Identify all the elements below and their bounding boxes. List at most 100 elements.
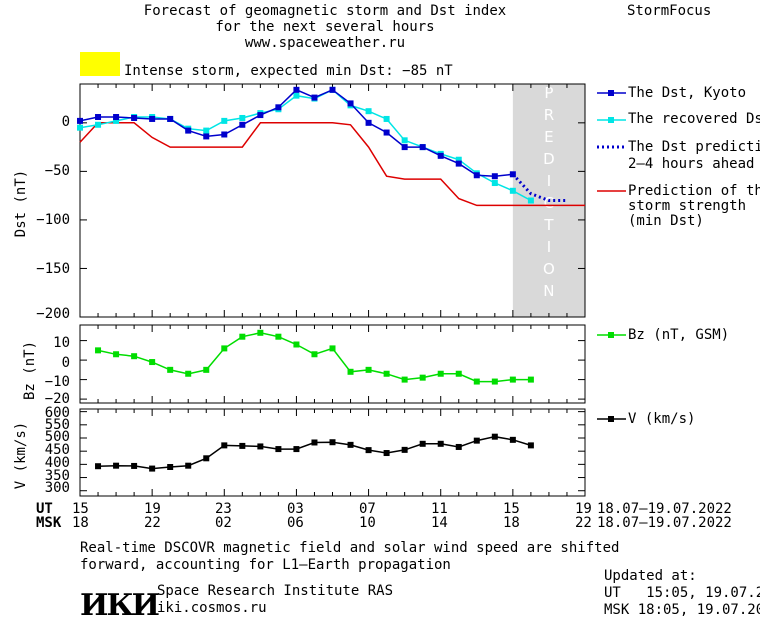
dst-kyoto-point [221,131,228,138]
speed-point [185,462,192,469]
dst-tick-label: 0 [61,114,70,130]
msk-tick-label: 10 [359,515,376,531]
speed-point [131,462,138,469]
v-panel-frame [79,408,586,497]
dst-tick-label: −200 [36,306,70,322]
legend-v: V (km/s) [628,411,696,427]
brand-name: StormFocus [627,3,712,19]
ut-tick-label: 11 [431,501,448,517]
recovered-dst-point [383,115,390,122]
legend-dst-kyoto: The Dst, Kyoto [628,85,747,101]
speed-point [149,465,156,472]
speed-point [311,439,318,446]
institute-name: Space Research Institute RAS [157,583,394,599]
footnote-line-1: Real-time DSCOVR magnetic field and sola… [80,540,620,556]
dst-kyoto-point [275,104,282,111]
speed-point [473,437,480,444]
prediction-band-letter: N [543,282,554,300]
dst-kyoto-point [365,119,372,126]
recovered-dst-point [239,114,246,121]
msk-date-range: 18.07–19.07.2022 [597,515,732,531]
bz-point [401,376,408,383]
bz-point [527,376,534,383]
dst-kyoto-point [401,144,408,151]
speed-point [437,440,444,447]
ut-tick-label: 15 [503,501,520,517]
axis-ticks [79,84,586,496]
v-tick-label: 600 [44,405,70,421]
iki-logo: ИКИ [80,588,160,623]
msk-tick-label: 14 [431,515,448,531]
title-url: www.spaceweather.ru [244,35,406,51]
speed-point [167,464,174,470]
storm-level-swatch [80,52,120,76]
bz-tick-label: −20 [44,391,70,407]
speed-point [527,442,534,449]
dst-kyoto-point [77,117,83,124]
v-tick-label: 400 [44,455,70,471]
legend-bz-swatch-marker [608,332,614,338]
legend-strength-line2: storm strength [628,198,747,214]
prediction-band-letter: I [547,172,551,190]
bz-point [329,345,336,352]
speed-point [257,443,264,450]
bz-point [293,341,300,348]
speed-point [347,441,354,448]
bz-point [365,366,372,373]
recovered-dst-point [527,197,534,204]
speed-point [491,433,498,440]
bz-point [455,370,462,377]
speed-point [455,443,462,450]
dst-kyoto-point [437,152,444,159]
prediction-band-letter: C [544,194,554,212]
dst-kyoto-point [311,94,318,101]
legend-bz: Bz (nT, GSM) [628,327,730,343]
ut-tick-label: 23 [215,501,232,517]
msk-tick-label: 02 [215,515,232,531]
dst-kyoto-point [473,172,480,179]
bz-point [113,351,120,358]
prediction-band-letter: E [544,128,553,146]
dst-tick-label: −150 [36,261,70,277]
recovered-dst-point [509,187,516,194]
speed-point [509,436,516,443]
dst-kyoto-point [491,173,498,180]
institute-site[interactable]: iki.cosmos.ru [157,600,267,616]
updated-label: Updated at: [604,568,697,584]
recovered-dst-point [293,92,300,99]
legend-recovered-swatch-marker [608,117,614,123]
recovered-dst-point [95,121,102,128]
bz-tick-label: −10 [44,374,70,390]
recovered-dst-point [77,124,83,131]
series-layer [77,86,585,472]
ut-tick-label: 19 [144,501,161,517]
dst-tick-label: −50 [44,163,70,179]
legend-dst-kyoto-swatch-marker [608,90,614,96]
v-tick-label: 450 [44,442,70,458]
ut-axis-label: UT [36,501,53,517]
updated-msk: MSK 18:05, 19.07.2022 [604,602,760,618]
speed-point [221,442,228,449]
bz-point [131,353,138,360]
dst-kyoto-point [383,129,390,136]
recovered-dst-line [79,88,532,202]
speed-point [275,446,282,453]
prediction-band-letter: R [544,106,554,124]
dst-kyoto-point [203,133,210,140]
ut-tick-label: 15 [72,501,89,517]
speed-point [239,442,246,449]
bz-point [149,359,156,366]
dst-kyoto-point [149,115,156,122]
msk-axis-label: MSK [36,515,62,531]
bz-point [95,347,102,354]
speed-point [401,446,408,453]
prediction-band-letter: D [543,150,555,168]
bz-point [437,370,444,377]
msk-tick-label: 06 [287,515,304,531]
speed-point [293,446,300,453]
bz-point [221,345,228,352]
bz-point [491,378,498,385]
recovered-dst-point [365,108,372,115]
bz-point [185,370,192,377]
